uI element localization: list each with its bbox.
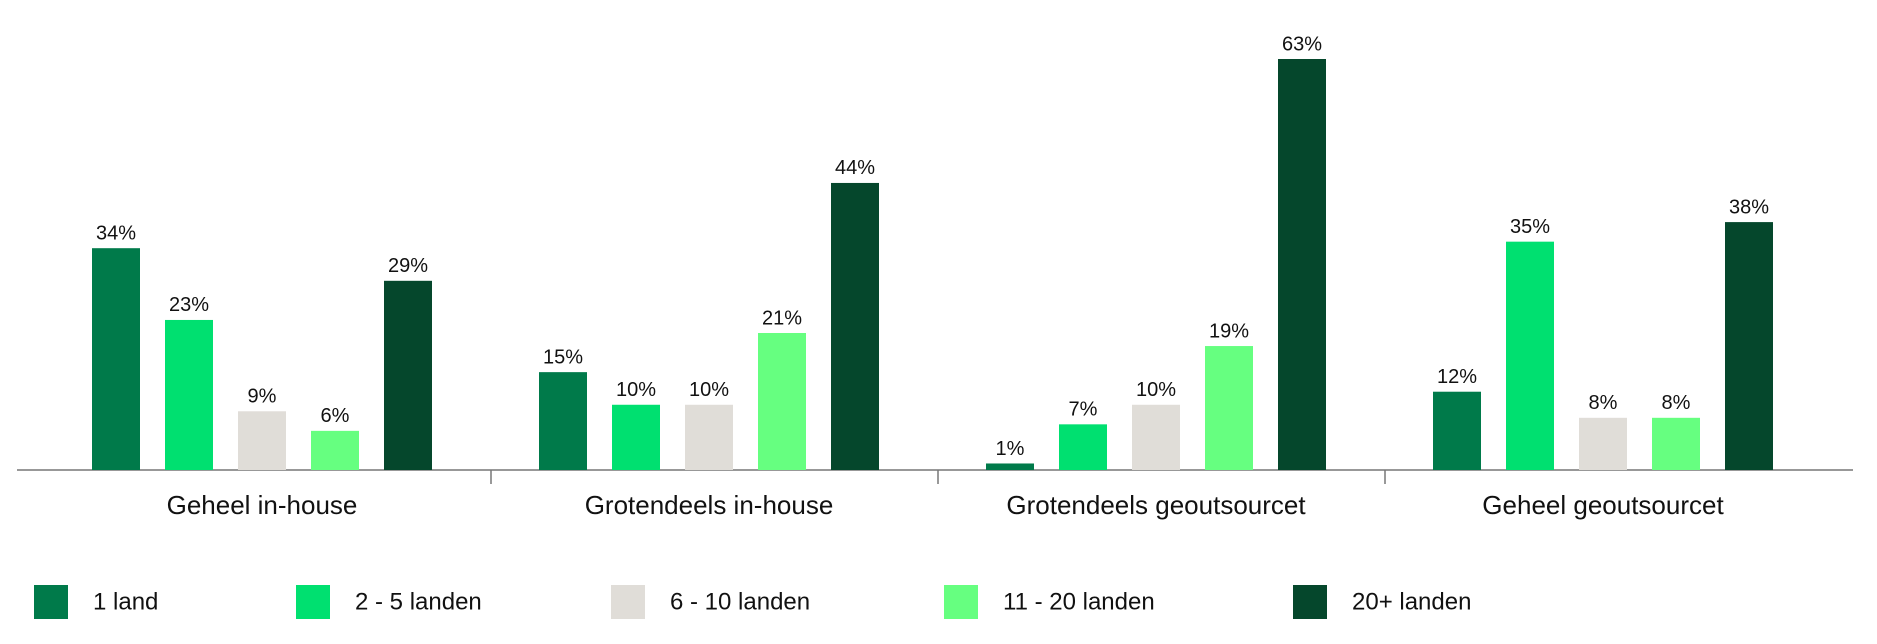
value-label: 21% (762, 307, 802, 329)
value-label: 10% (616, 379, 656, 401)
category-label: Grotendeels in-house (585, 490, 834, 520)
category-label: Geheel in-house (167, 490, 358, 520)
value-label: 15% (543, 346, 583, 368)
value-label: 8% (1589, 392, 1618, 414)
legend-label: 11 - 20 landen (1003, 588, 1155, 615)
legend-swatch (296, 585, 330, 619)
bar (758, 333, 806, 470)
bar (1278, 59, 1326, 470)
category-label: Grotendeels geoutsourcet (1006, 490, 1306, 520)
value-label: 35% (1510, 216, 1550, 238)
value-label: 63% (1282, 33, 1322, 55)
legend-swatch (944, 585, 978, 619)
legend-label: 2 - 5 landen (355, 588, 482, 615)
value-label: 19% (1209, 320, 1249, 342)
value-label: 34% (96, 222, 136, 244)
bar (1725, 222, 1773, 470)
value-label: 8% (1662, 392, 1691, 414)
legend-swatch (34, 585, 68, 619)
legend-swatch (611, 585, 645, 619)
bar (92, 248, 140, 470)
bar (1433, 391, 1481, 470)
value-label: 7% (1069, 399, 1098, 421)
legend-label: 20+ landen (1352, 588, 1471, 615)
value-label: 10% (689, 379, 729, 401)
value-label: 23% (169, 294, 209, 316)
bar (685, 404, 733, 470)
bar (1059, 424, 1107, 470)
bar (1506, 241, 1554, 470)
value-label: 44% (835, 157, 875, 179)
legend-label: 6 - 10 landen (670, 588, 810, 615)
bar (165, 319, 213, 470)
bar (311, 430, 359, 470)
legend-swatch (1293, 585, 1327, 619)
value-label: 29% (388, 255, 428, 277)
bar (238, 411, 286, 470)
bar (384, 280, 432, 470)
bar (1132, 404, 1180, 470)
bar (612, 404, 660, 470)
value-label: 6% (321, 405, 350, 427)
legend-label: 1 land (93, 588, 158, 615)
value-label: 10% (1136, 379, 1176, 401)
value-label: 9% (248, 386, 277, 408)
bar (1579, 417, 1627, 470)
value-label: 1% (996, 438, 1025, 460)
bar (539, 372, 587, 470)
value-label: 12% (1437, 366, 1477, 388)
value-label: 38% (1729, 196, 1769, 218)
bar (1652, 417, 1700, 470)
bar (986, 463, 1034, 470)
bar (1205, 346, 1253, 470)
category-label: Geheel geoutsourcet (1482, 490, 1724, 520)
bar (831, 182, 879, 470)
